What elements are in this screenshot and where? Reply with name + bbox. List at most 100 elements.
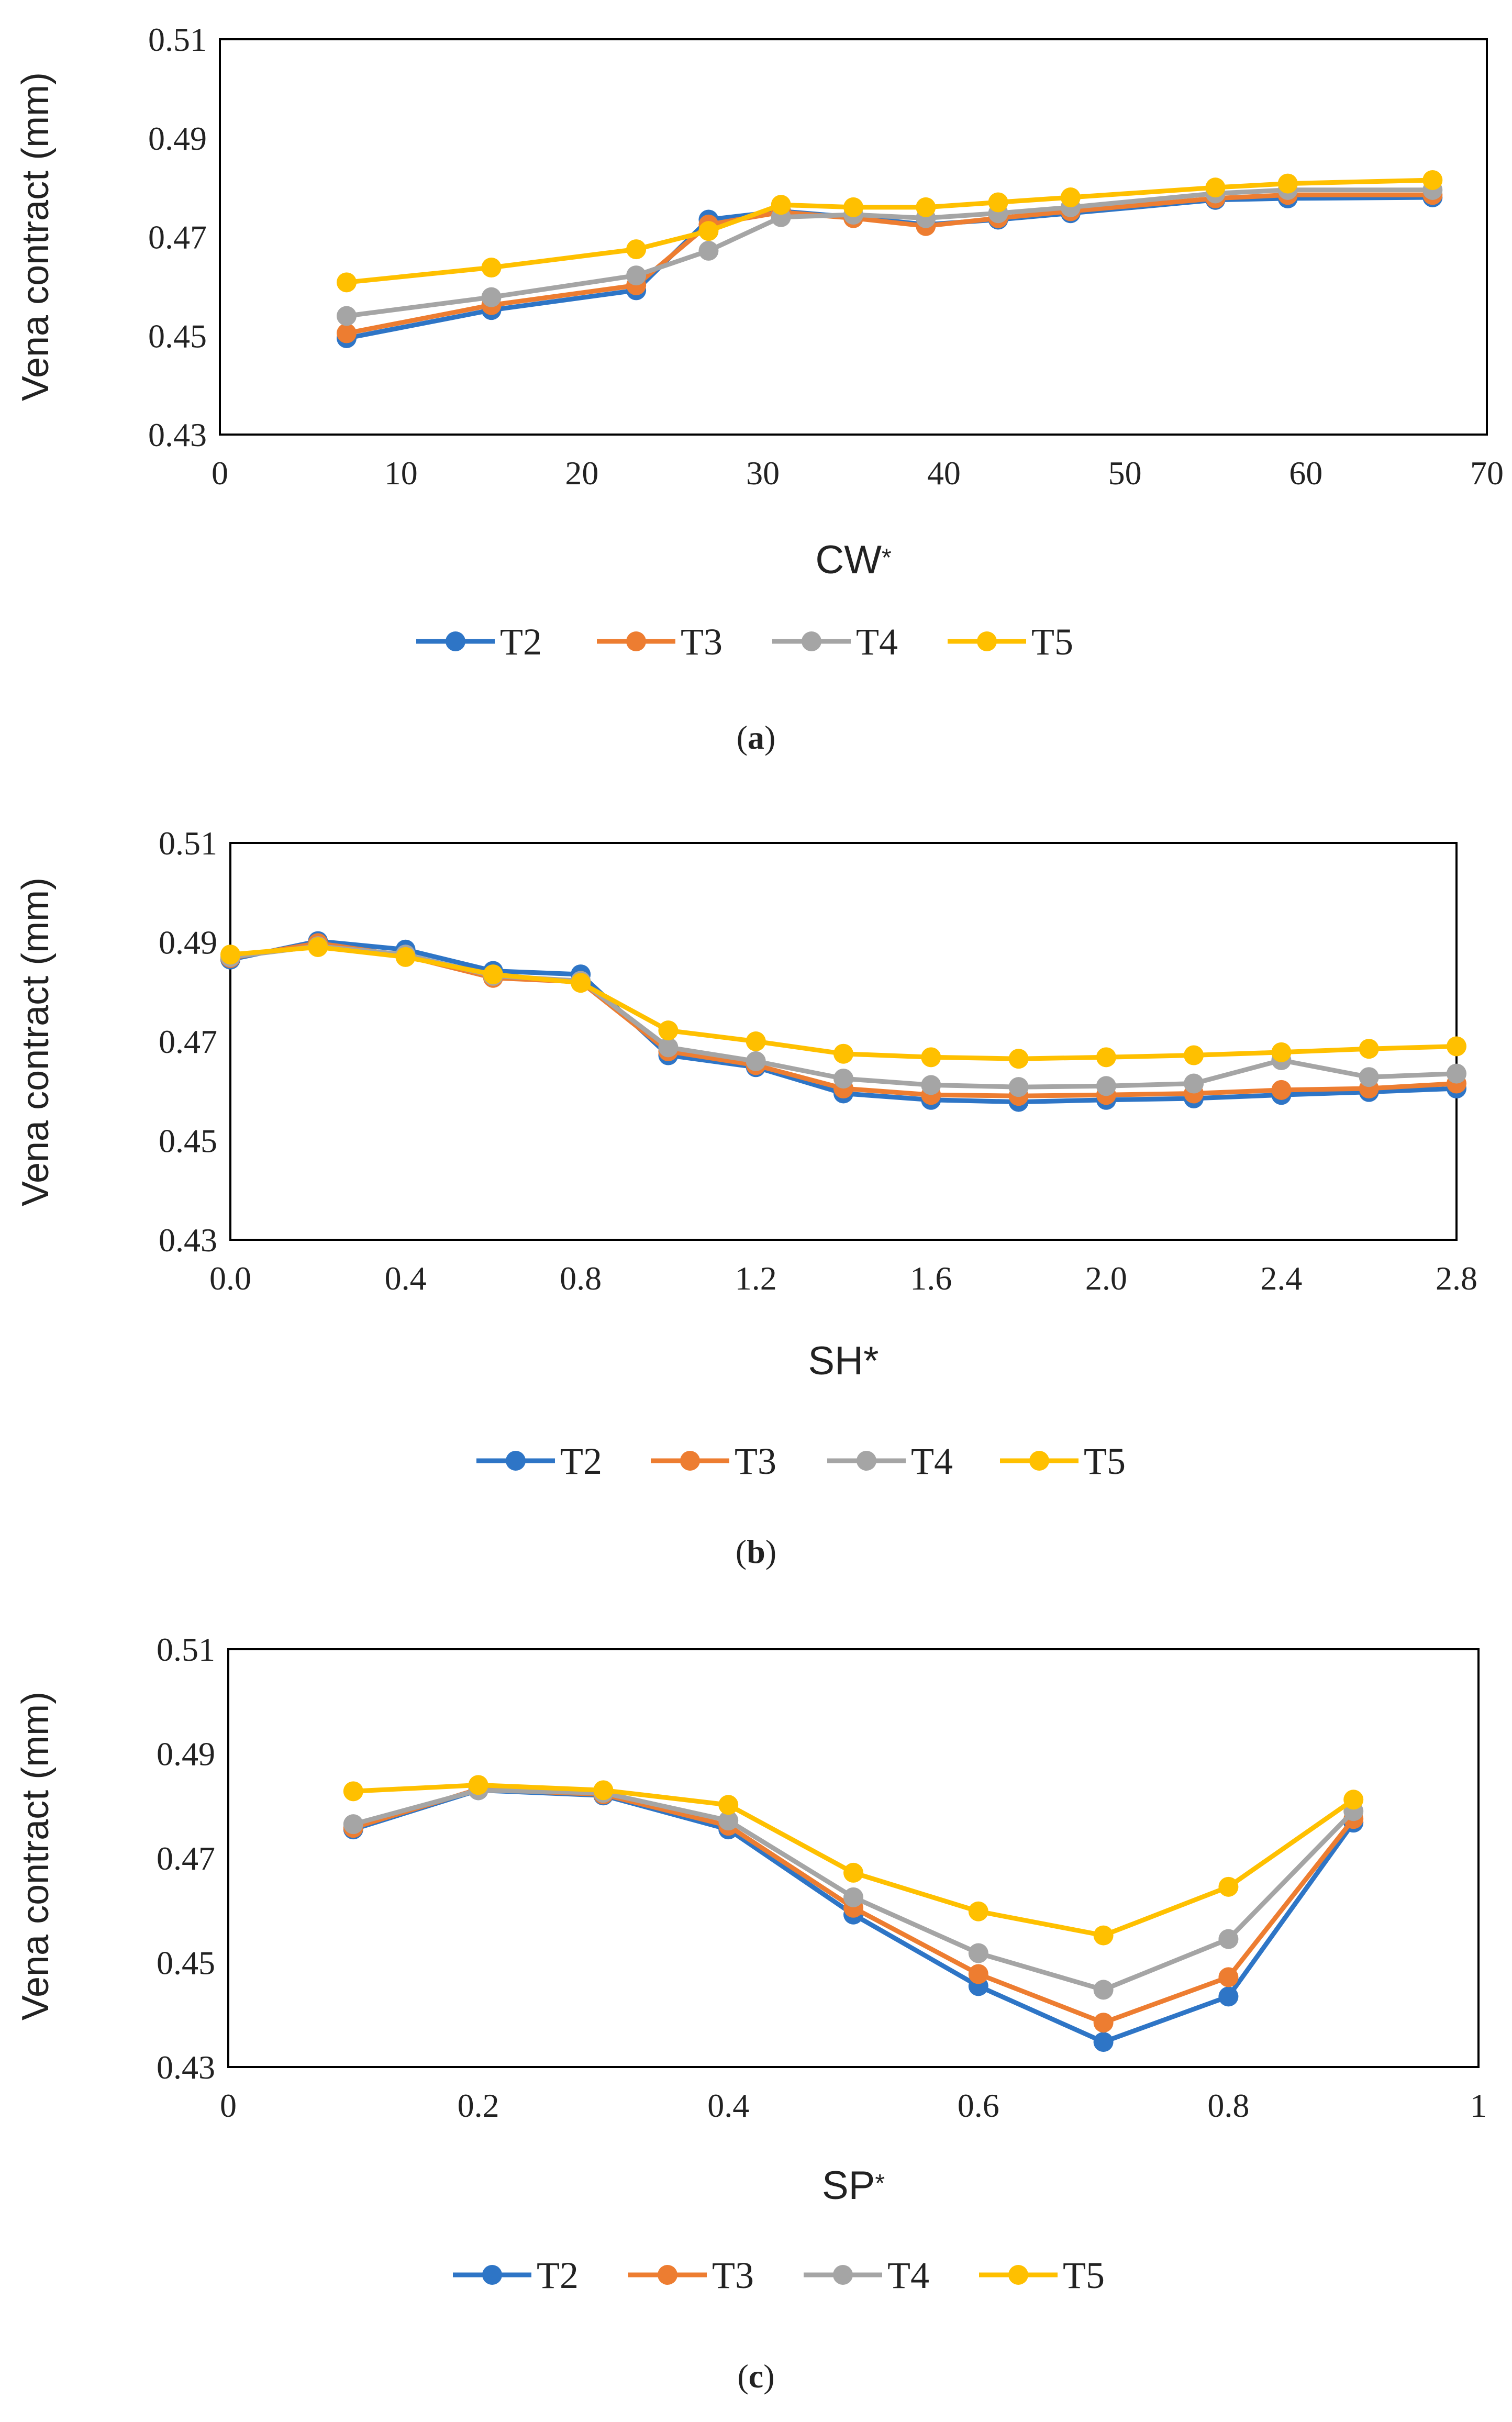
- chart-b: 0.43 0.45 0.47 0.49 0.51 0.0 0.4 0.8 1.2 1.6 2.0 2.…: [15, 825, 1477, 1570]
- data-point-t5: [337, 272, 357, 293]
- y-tick-label: 0.49: [159, 924, 217, 961]
- y-tick-label: 0.45: [159, 1123, 217, 1160]
- data-point-t3: [968, 1964, 988, 1984]
- legend-label-t5: T5: [1063, 2254, 1105, 2296]
- x-tick-label: 2.4: [1260, 1260, 1302, 1297]
- data-point-t5: [771, 195, 791, 215]
- data-point-t4: [698, 240, 719, 261]
- data-point-t4: [626, 265, 647, 286]
- y-tick-label: 0.51: [159, 825, 217, 862]
- legend: T2 T3 T4 T5: [416, 621, 1073, 663]
- legend-marker-t4: [857, 1451, 876, 1471]
- x-tick-label: 1.2: [735, 1260, 777, 1297]
- data-point-t4: [337, 306, 357, 326]
- y-tick-label: 0.49: [157, 1736, 215, 1773]
- x-tick-label: 50: [1108, 454, 1142, 492]
- data-point-t3: [1218, 1967, 1239, 1987]
- data-point-t5: [1093, 1925, 1114, 1946]
- data-point-t2: [1218, 1986, 1239, 2007]
- data-point-t5: [571, 973, 591, 993]
- x-tick-label: 0: [220, 2087, 237, 2124]
- series-line-t4: [346, 187, 1433, 318]
- y-tick-label: 0.51: [148, 21, 207, 58]
- caption-letter: a: [748, 719, 764, 756]
- data-point-t4: [1447, 1063, 1466, 1084]
- x-tick-label: 60: [1289, 454, 1322, 492]
- data-point-t5: [718, 1795, 739, 1815]
- data-point-t5: [1277, 173, 1298, 194]
- legend-label-t4: T4: [887, 2254, 929, 2296]
- x-tick-label: 0.6: [958, 2087, 999, 2124]
- x-axis-label: CW*: [815, 538, 891, 582]
- data-point-t5: [746, 1031, 766, 1051]
- caption-letter: b: [747, 1533, 765, 1570]
- x-tick-label: 0.8: [1207, 2087, 1249, 2124]
- x-axis-label-star: *: [875, 2170, 885, 2197]
- legend-label-t3: T3: [712, 2254, 754, 2296]
- legend-marker-t2: [506, 1451, 526, 1471]
- x-tick-label: 20: [565, 454, 598, 492]
- data-point-t5: [343, 1781, 363, 1802]
- legend-marker-t3: [658, 2265, 677, 2285]
- legend-label-t3: T3: [735, 1440, 776, 1482]
- y-tick-label: 0.47: [159, 1023, 217, 1060]
- chart-c: 0.43 0.45 0.47 0.49 0.51 0 0.2 0.4 0.6 0.8 1 Vena c…: [15, 1631, 1487, 2395]
- data-point-t4: [746, 1051, 766, 1071]
- x-tick-label: 40: [927, 454, 961, 492]
- legend-label-t5: T5: [1031, 621, 1073, 663]
- plot-frame: [219, 38, 1488, 436]
- data-point-t4: [833, 1069, 853, 1089]
- y-tick-label: 0.43: [148, 416, 207, 453]
- data-point-t4: [343, 1814, 363, 1835]
- y-tick-label: 0.47: [148, 219, 207, 256]
- x-tick-label: 70: [1470, 454, 1504, 492]
- data-point-t4: [1096, 1076, 1116, 1096]
- y-tick-label: 0.51: [157, 1631, 215, 1668]
- y-tick-label: 0.47: [157, 1840, 215, 1877]
- legend-label-t4: T4: [911, 1440, 953, 1482]
- legend-marker-t5: [1008, 2265, 1028, 2285]
- data-point-t3: [337, 323, 357, 343]
- data-point-t5: [833, 1043, 853, 1064]
- x-tick-label: 30: [746, 454, 780, 492]
- data-point-t4: [921, 1075, 941, 1095]
- x-axis-label-text: SH*: [808, 1339, 879, 1383]
- data-point-t5: [1271, 1042, 1292, 1062]
- caption: (c): [737, 2358, 774, 2395]
- chart-a: 0.43 0.45 0.47 0.49 0.51 0 10 20 30 40 50 60 70 Vena …: [15, 21, 1504, 756]
- legend-label-t2: T2: [500, 621, 542, 663]
- legend-label-t2: T2: [537, 2254, 579, 2296]
- data-point-t5: [968, 1901, 988, 1921]
- legend-label-t4: T4: [856, 621, 898, 663]
- legend: T2 T3 T4 T5: [476, 1440, 1126, 1482]
- data-point-t3: [1271, 1080, 1292, 1100]
- x-tick-label: 0.4: [707, 2087, 749, 2124]
- data-point-t5: [1096, 1047, 1116, 1068]
- data-point-t5: [1359, 1039, 1379, 1059]
- x-axis-label-star: *: [882, 544, 892, 572]
- data-point-t5: [1060, 187, 1081, 207]
- data-point-t2: [1093, 2032, 1114, 2052]
- y-tick-label: 0.43: [157, 2049, 215, 2086]
- data-point-t4: [1093, 1980, 1114, 2000]
- data-point-t5: [468, 1775, 488, 1795]
- legend-label-t3: T3: [681, 621, 722, 663]
- legend: T2 T3 T4 T5: [453, 2254, 1105, 2296]
- data-point-t3: [1093, 2013, 1114, 2033]
- data-point-t5: [1205, 177, 1226, 198]
- x-tick-label: 0.4: [385, 1260, 427, 1297]
- data-point-t4: [1184, 1073, 1204, 1094]
- y-tick-label: 0.49: [148, 120, 207, 157]
- data-point-t5: [916, 197, 936, 217]
- x-tick-label: 1.6: [910, 1260, 952, 1297]
- legend-marker-t3: [626, 631, 646, 651]
- x-tick-label: 0.2: [458, 2087, 499, 2124]
- x-axis-label: SP*: [822, 2163, 885, 2208]
- data-point-t4: [1218, 1929, 1239, 1949]
- data-point-t5: [843, 1862, 863, 1883]
- caption: (b): [736, 1533, 776, 1570]
- caption-letter: c: [749, 2358, 763, 2395]
- series-line-t5: [230, 945, 1457, 1061]
- x-tick-label: 10: [384, 454, 418, 492]
- x-axis-label-text: SP: [822, 2163, 875, 2208]
